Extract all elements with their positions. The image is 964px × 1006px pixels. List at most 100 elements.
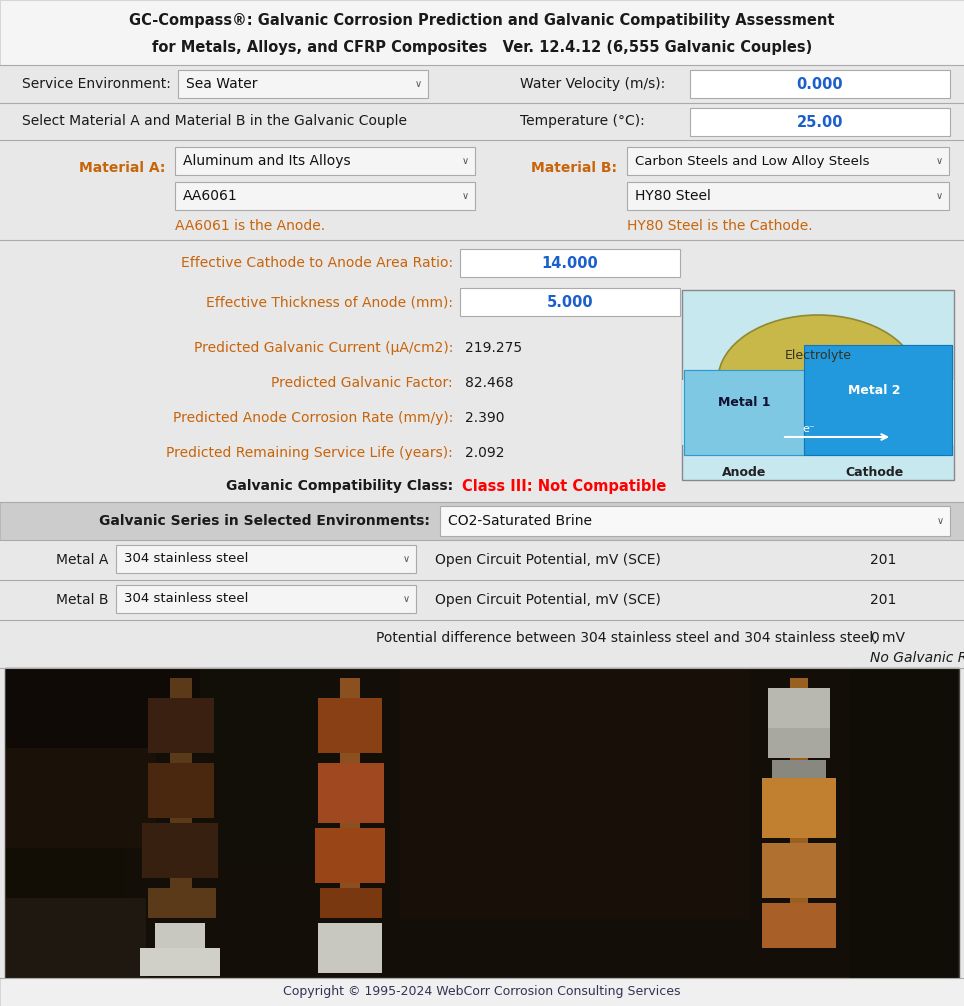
FancyBboxPatch shape bbox=[320, 888, 382, 918]
Text: 5.000: 5.000 bbox=[547, 295, 593, 310]
FancyBboxPatch shape bbox=[768, 728, 830, 758]
Text: Metal B: Metal B bbox=[56, 593, 108, 607]
FancyBboxPatch shape bbox=[460, 288, 680, 316]
FancyBboxPatch shape bbox=[460, 249, 680, 277]
Text: 2.390: 2.390 bbox=[465, 410, 504, 425]
Text: 82.468: 82.468 bbox=[465, 375, 514, 389]
Text: Galvanic Compatibility Class:: Galvanic Compatibility Class: bbox=[226, 479, 453, 493]
FancyBboxPatch shape bbox=[0, 502, 964, 540]
Text: Predicted Galvanic Factor:: Predicted Galvanic Factor: bbox=[272, 375, 453, 389]
Text: for Metals, Alloys, and CFRP Composites   Ver. 12.4.12 (6,555 Galvanic Couples): for Metals, Alloys, and CFRP Composites … bbox=[152, 39, 812, 54]
Text: Predicted Remaining Service Life (years):: Predicted Remaining Service Life (years)… bbox=[166, 446, 453, 460]
FancyBboxPatch shape bbox=[178, 70, 428, 98]
FancyBboxPatch shape bbox=[440, 506, 950, 536]
FancyBboxPatch shape bbox=[318, 923, 382, 973]
FancyBboxPatch shape bbox=[627, 147, 949, 175]
FancyBboxPatch shape bbox=[0, 240, 964, 330]
FancyBboxPatch shape bbox=[148, 763, 214, 818]
Text: GC-Compass®: Galvanic Corrosion Prediction and Galvanic Compatibility Assessment: GC-Compass®: Galvanic Corrosion Predicti… bbox=[129, 12, 835, 27]
Text: Water Velocity (m/s):: Water Velocity (m/s): bbox=[520, 77, 665, 91]
Text: Open Circuit Potential, mV (SCE): Open Circuit Potential, mV (SCE) bbox=[435, 593, 661, 607]
Text: ∨: ∨ bbox=[936, 516, 944, 526]
Ellipse shape bbox=[718, 315, 918, 445]
Text: ∨: ∨ bbox=[462, 156, 469, 166]
FancyBboxPatch shape bbox=[768, 688, 830, 728]
Text: ∨: ∨ bbox=[935, 191, 943, 201]
Text: Anode: Anode bbox=[722, 466, 766, 479]
Text: HY80 Steel is the Cathode.: HY80 Steel is the Cathode. bbox=[627, 219, 813, 233]
Text: Class III: Not Compatible: Class III: Not Compatible bbox=[462, 479, 666, 494]
FancyBboxPatch shape bbox=[0, 140, 964, 260]
FancyBboxPatch shape bbox=[762, 843, 836, 898]
FancyBboxPatch shape bbox=[170, 678, 192, 918]
Text: Metal 2: Metal 2 bbox=[847, 383, 900, 396]
Text: 0.000: 0.000 bbox=[796, 76, 844, 92]
FancyBboxPatch shape bbox=[0, 620, 964, 660]
FancyBboxPatch shape bbox=[850, 669, 958, 979]
FancyBboxPatch shape bbox=[318, 698, 382, 753]
FancyBboxPatch shape bbox=[116, 545, 416, 573]
Text: 201: 201 bbox=[870, 593, 897, 607]
Text: AA6061 is the Anode.: AA6061 is the Anode. bbox=[175, 219, 325, 233]
FancyBboxPatch shape bbox=[6, 669, 206, 749]
FancyBboxPatch shape bbox=[0, 365, 964, 400]
Text: Service Environment:: Service Environment: bbox=[22, 77, 171, 91]
Text: ∨: ∨ bbox=[402, 594, 410, 604]
FancyBboxPatch shape bbox=[5, 668, 959, 978]
Text: 2.092: 2.092 bbox=[465, 446, 504, 460]
Text: Material B:: Material B: bbox=[531, 161, 617, 175]
Text: Copyright © 1995-2024 WebCorr Corrosion Consulting Services: Copyright © 1995-2024 WebCorr Corrosion … bbox=[283, 986, 681, 999]
FancyBboxPatch shape bbox=[0, 540, 964, 580]
FancyBboxPatch shape bbox=[6, 898, 146, 978]
Text: Effective Cathode to Anode Area Ratio:: Effective Cathode to Anode Area Ratio: bbox=[181, 256, 453, 270]
Text: Open Circuit Potential, mV (SCE): Open Circuit Potential, mV (SCE) bbox=[435, 553, 661, 567]
Text: ∨: ∨ bbox=[462, 191, 469, 201]
Text: Temperature (°C):: Temperature (°C): bbox=[520, 114, 645, 128]
FancyBboxPatch shape bbox=[690, 70, 950, 98]
Text: 304 stainless steel: 304 stainless steel bbox=[124, 593, 249, 606]
FancyBboxPatch shape bbox=[0, 435, 964, 470]
FancyBboxPatch shape bbox=[790, 678, 808, 938]
FancyBboxPatch shape bbox=[6, 748, 156, 848]
Text: No Galvanic Risk: No Galvanic Risk bbox=[870, 651, 964, 665]
FancyBboxPatch shape bbox=[400, 669, 750, 919]
Text: 14.000: 14.000 bbox=[542, 256, 599, 271]
Text: Potential difference between 304 stainless steel and 304 stainless steel, mV: Potential difference between 304 stainle… bbox=[376, 631, 904, 645]
Text: HY80 Steel: HY80 Steel bbox=[635, 189, 710, 203]
Text: Carbon Steels and Low Alloy Steels: Carbon Steels and Low Alloy Steels bbox=[635, 155, 870, 168]
Text: AA6061: AA6061 bbox=[183, 189, 238, 203]
Text: Galvanic Series in Selected Environments:: Galvanic Series in Selected Environments… bbox=[99, 514, 430, 528]
FancyBboxPatch shape bbox=[0, 580, 964, 620]
Text: Electrolyte: Electrolyte bbox=[785, 348, 851, 361]
FancyBboxPatch shape bbox=[762, 903, 836, 948]
FancyBboxPatch shape bbox=[762, 778, 836, 838]
Text: Metal A: Metal A bbox=[56, 553, 108, 567]
FancyBboxPatch shape bbox=[804, 345, 952, 455]
Text: 219.275: 219.275 bbox=[465, 340, 522, 354]
FancyBboxPatch shape bbox=[148, 888, 216, 918]
Text: 304 stainless steel: 304 stainless steel bbox=[124, 552, 249, 565]
FancyBboxPatch shape bbox=[690, 108, 950, 136]
FancyBboxPatch shape bbox=[684, 370, 804, 455]
FancyBboxPatch shape bbox=[140, 948, 220, 976]
Text: Select Material A and Material B in the Galvanic Couple: Select Material A and Material B in the … bbox=[22, 114, 407, 128]
Text: Aluminum and Its Alloys: Aluminum and Its Alloys bbox=[183, 154, 351, 168]
FancyBboxPatch shape bbox=[340, 678, 360, 918]
FancyBboxPatch shape bbox=[6, 669, 958, 977]
FancyBboxPatch shape bbox=[6, 848, 126, 978]
Text: ∨: ∨ bbox=[402, 554, 410, 564]
Text: e⁻: e⁻ bbox=[802, 424, 815, 434]
FancyBboxPatch shape bbox=[682, 290, 954, 480]
FancyBboxPatch shape bbox=[682, 380, 954, 445]
Text: ∨: ∨ bbox=[935, 156, 943, 166]
FancyBboxPatch shape bbox=[0, 330, 964, 365]
Text: 25.00: 25.00 bbox=[797, 115, 844, 130]
Text: Predicted Galvanic Current (μA/cm2):: Predicted Galvanic Current (μA/cm2): bbox=[194, 340, 453, 354]
FancyBboxPatch shape bbox=[175, 147, 475, 175]
FancyBboxPatch shape bbox=[0, 400, 964, 435]
FancyBboxPatch shape bbox=[0, 65, 964, 103]
FancyBboxPatch shape bbox=[627, 182, 949, 210]
FancyBboxPatch shape bbox=[200, 669, 330, 869]
Text: Metal 1: Metal 1 bbox=[718, 396, 770, 409]
Text: 0: 0 bbox=[870, 631, 879, 645]
